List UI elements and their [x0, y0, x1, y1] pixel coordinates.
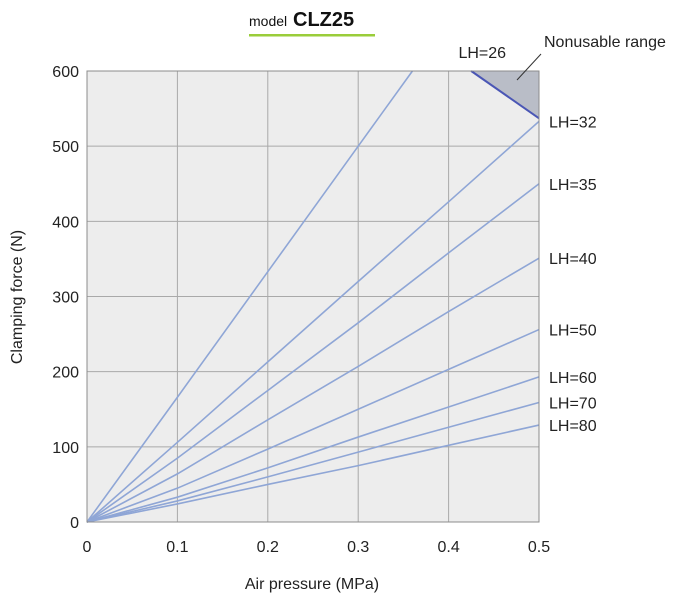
x-tick-label: 0.1 [166, 539, 188, 556]
y-axis-ticks: 0 100 200 300 400 500 600 [52, 64, 79, 532]
series-label-lh-40: LH=40 [549, 251, 597, 268]
y-tick-label: 300 [52, 290, 79, 307]
series-line-lh-70 [86, 401, 540, 523]
x-tick-label: 0 [83, 539, 92, 556]
nonusable-range-label: Nonusable range [544, 34, 666, 51]
y-tick-label: 400 [52, 214, 79, 231]
y-tick-label: 200 [52, 365, 79, 382]
x-tick-label: 0.5 [528, 539, 550, 556]
grid-lines [86, 70, 540, 523]
series-line-lh-60 [86, 376, 540, 523]
chart-title: model CLZ25 [249, 9, 375, 37]
chart-title-prefix: model [249, 13, 287, 29]
series-labels: LH=26 LH=32 LH=35 LH=40 LH=50 LH=60 LH=70 LH=80 [458, 45, 596, 435]
nonusable-annotation: Nonusable range [516, 34, 666, 81]
series-line-lh-35 [86, 183, 540, 523]
y-tick-label: 600 [52, 64, 79, 81]
x-axis-ticks: 0 0.1 0.2 0.3 0.4 0.5 [83, 539, 551, 556]
y-tick-label: 0 [70, 515, 79, 532]
series-line-lh-32 [86, 120, 540, 523]
series-label-lh-80: LH=80 [549, 418, 597, 435]
plot-border [86, 70, 540, 523]
x-tick-label: 0.4 [437, 539, 459, 556]
series-label-lh-50: LH=50 [549, 323, 597, 340]
y-tick-label: 100 [52, 440, 79, 457]
y-axis-title: Clamping force (N) [9, 230, 26, 364]
annotation-leader-line [516, 53, 542, 81]
series-line-lh-26 [86, 70, 414, 523]
y-tick-label: 500 [52, 139, 79, 156]
series-label-lh-35: LH=35 [549, 177, 597, 194]
series-label-lh-60: LH=60 [549, 370, 597, 387]
x-tick-label: 0.2 [257, 539, 279, 556]
chart-title-main: CLZ25 [293, 9, 354, 31]
series-label-lh-26: LH=26 [458, 45, 506, 62]
series-line-lh-40 [86, 257, 540, 523]
series-label-lh-70: LH=70 [549, 395, 597, 412]
series-line-lh-50 [86, 328, 540, 523]
series-line-lh-80 [86, 424, 540, 523]
series-label-lh-32: LH=32 [549, 114, 597, 131]
nonusable-boundary-line [470, 70, 540, 120]
title-underline [249, 34, 375, 37]
series-lines [86, 70, 540, 523]
x-axis-title: Air pressure (MPa) [245, 576, 379, 593]
x-tick-label: 0.3 [347, 539, 369, 556]
